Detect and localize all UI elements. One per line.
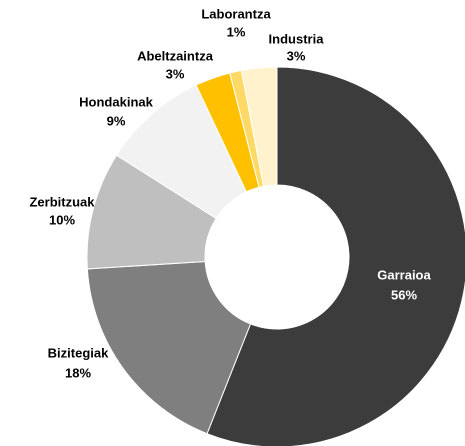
slice-label: Laborantza bbox=[201, 6, 271, 21]
donut-slice bbox=[86, 260, 252, 435]
slice-label: Industria bbox=[269, 31, 325, 46]
slice-label: Hondakinak bbox=[79, 94, 153, 109]
donut-slice bbox=[240, 66, 278, 187]
slice-value: 10% bbox=[49, 212, 75, 227]
donut-slice bbox=[206, 66, 465, 446]
slice-label: Abeltzaintza bbox=[137, 48, 214, 63]
slice-value: 18% bbox=[65, 365, 91, 380]
slice-value: 56% bbox=[391, 287, 417, 302]
slice-label: Bizitegiak bbox=[48, 345, 109, 360]
slice-value: 3% bbox=[166, 66, 185, 81]
slice-value: 1% bbox=[227, 24, 246, 39]
slice-label: Zerbitzuak bbox=[29, 194, 95, 209]
slice-label: Garraioa bbox=[377, 267, 431, 282]
slice-value: 3% bbox=[287, 48, 306, 63]
slice-value: 9% bbox=[107, 113, 126, 128]
